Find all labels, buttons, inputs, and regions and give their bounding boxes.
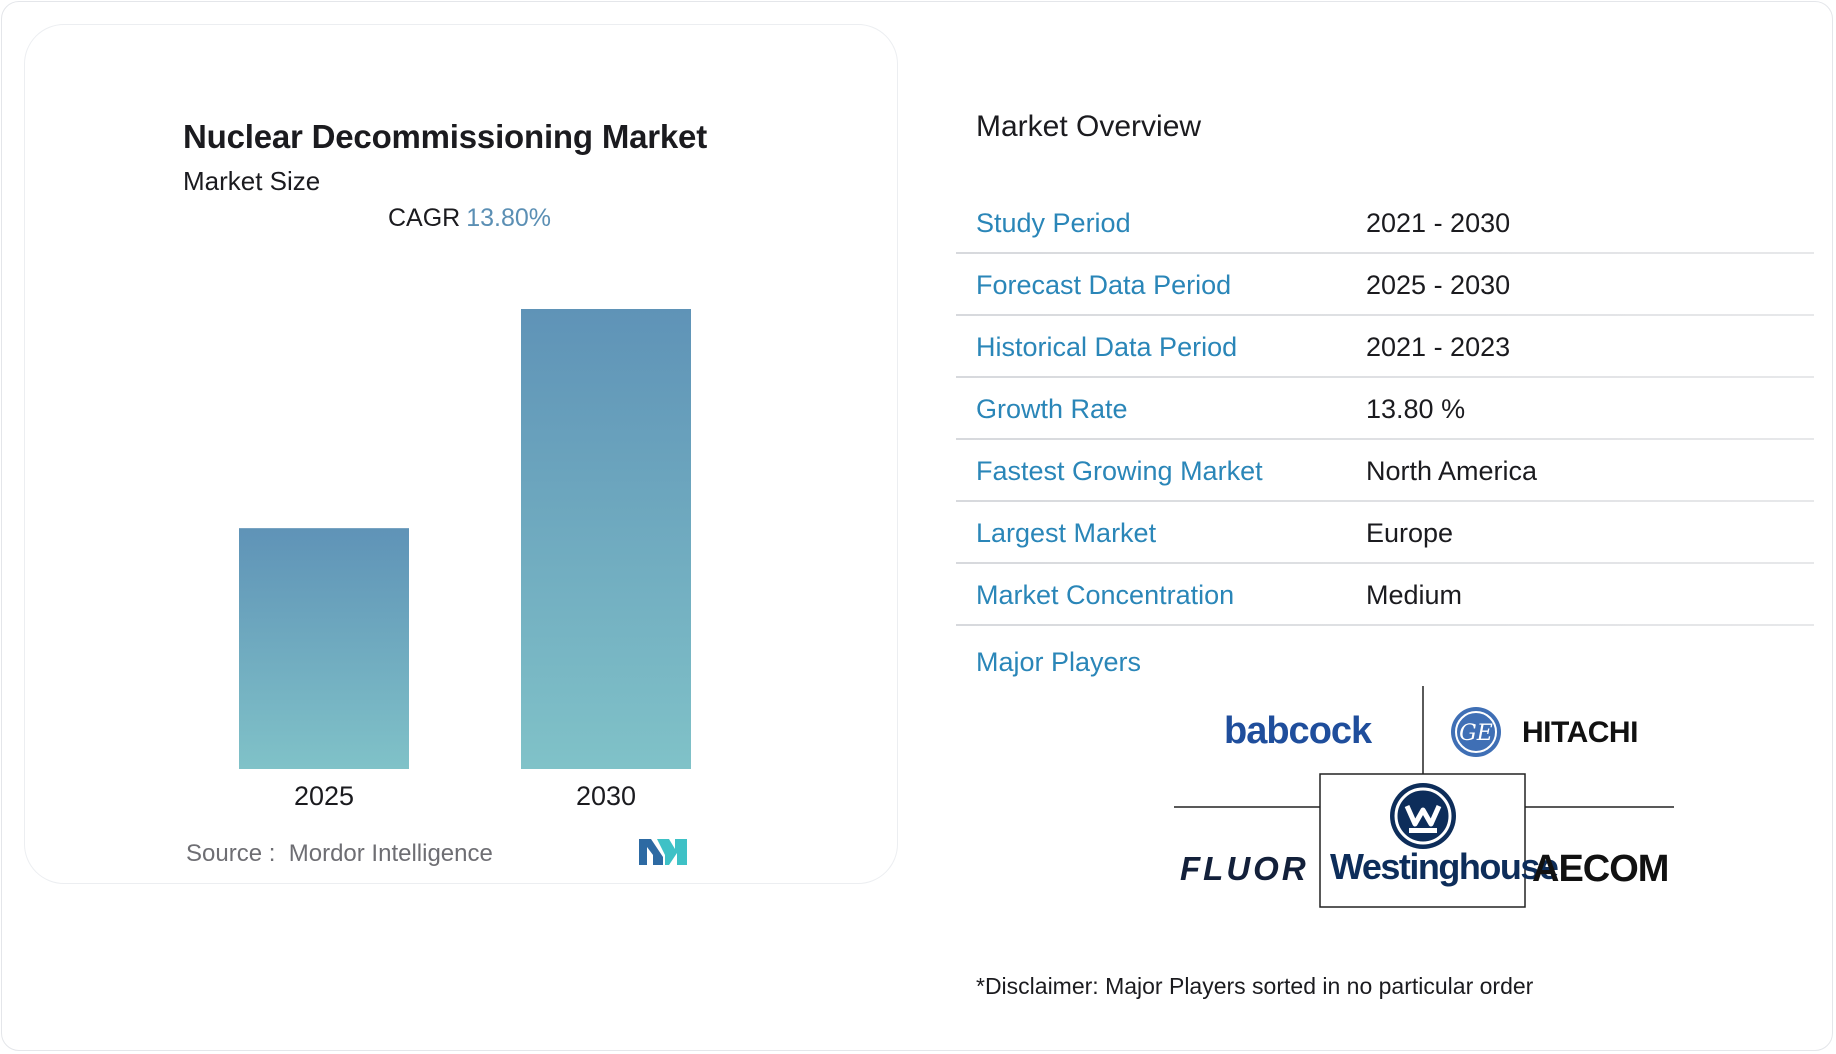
overview-row-label: Fastest Growing Market — [976, 456, 1263, 486]
row-divider — [956, 624, 1814, 626]
bar-2030 — [521, 309, 691, 769]
major-players-title: Major Players — [976, 647, 1142, 677]
cagr-label: CAGR 13.80% — [388, 204, 551, 233]
chart-title: Nuclear Decommissioning Market — [183, 118, 707, 155]
row-divider — [956, 376, 1814, 378]
x-tick-label: 2025 — [294, 781, 354, 811]
row-divider — [956, 438, 1814, 440]
chart-card — [24, 24, 898, 884]
chart-subtitle: Market Size — [183, 166, 321, 196]
overview-row-label: Forecast Data Period — [976, 270, 1232, 300]
ge-logo: GE — [1451, 707, 1501, 757]
overview-row-label: Growth Rate — [976, 394, 1128, 424]
overview-row-value: 13.80 % — [1366, 394, 1466, 424]
overview-row-value: 2025 - 2030 — [1366, 270, 1511, 300]
row-divider — [956, 562, 1814, 564]
overview-row-value: North America — [1366, 456, 1538, 486]
overview-row-value: Medium — [1366, 580, 1463, 610]
overview-row: Largest Market Europe — [956, 502, 1814, 564]
disclaimer: *Disclaimer: Major Players sorted in no … — [976, 973, 1534, 999]
overview-row-value: Europe — [1366, 518, 1454, 548]
row-divider — [956, 500, 1814, 502]
overview-row: Market Concentration Medium — [956, 564, 1814, 626]
bar-chart: 2025 2030 — [239, 309, 691, 811]
overview-row: Study Period 2021 - 2030 — [956, 192, 1814, 254]
cagr-text: CAGR — [388, 204, 461, 232]
overview-row-label: Historical Data Period — [976, 332, 1238, 362]
bar-2025 — [239, 528, 409, 769]
x-tick-label: 2030 — [576, 781, 636, 811]
westinghouse-logo: Westinghouse — [1330, 846, 1559, 887]
mordor-intelligence-logo — [639, 839, 687, 865]
source-line: Source : Mordor Intelligence — [186, 840, 493, 868]
overview-row: Fastest Growing Market North America — [956, 440, 1814, 502]
aecom-logo: AECOM — [1532, 848, 1669, 890]
overview-title: Market Overview — [976, 110, 1202, 143]
westinghouse-emblem — [1390, 783, 1456, 849]
overview-row-label: Largest Market — [976, 518, 1157, 548]
source-label: Source : — [186, 840, 276, 867]
overview-row: Forecast Data Period 2025 - 2030 — [956, 254, 1814, 316]
row-divider — [956, 252, 1814, 254]
fluor-logo: FLUOR — [1180, 850, 1309, 887]
overview-row: Growth Rate 13.80 % — [956, 378, 1814, 440]
overview-row-label: Market Concentration — [976, 580, 1235, 610]
overview-row-label: Study Period — [976, 208, 1131, 238]
row-divider — [956, 314, 1814, 316]
svg-text:GE: GE — [1459, 721, 1493, 746]
source-name: Mordor Intelligence — [288, 840, 493, 867]
hitachi-logo: HITACHI — [1522, 716, 1638, 749]
overview-row-value: 2021 - 2030 — [1366, 208, 1511, 238]
babcock-logo: babcock — [1224, 710, 1372, 752]
overview-row: Historical Data Period 2021 - 2023 — [956, 316, 1814, 378]
overview-row-value: 2021 - 2023 — [1366, 332, 1511, 362]
cagr-value: 13.80% — [466, 204, 552, 232]
